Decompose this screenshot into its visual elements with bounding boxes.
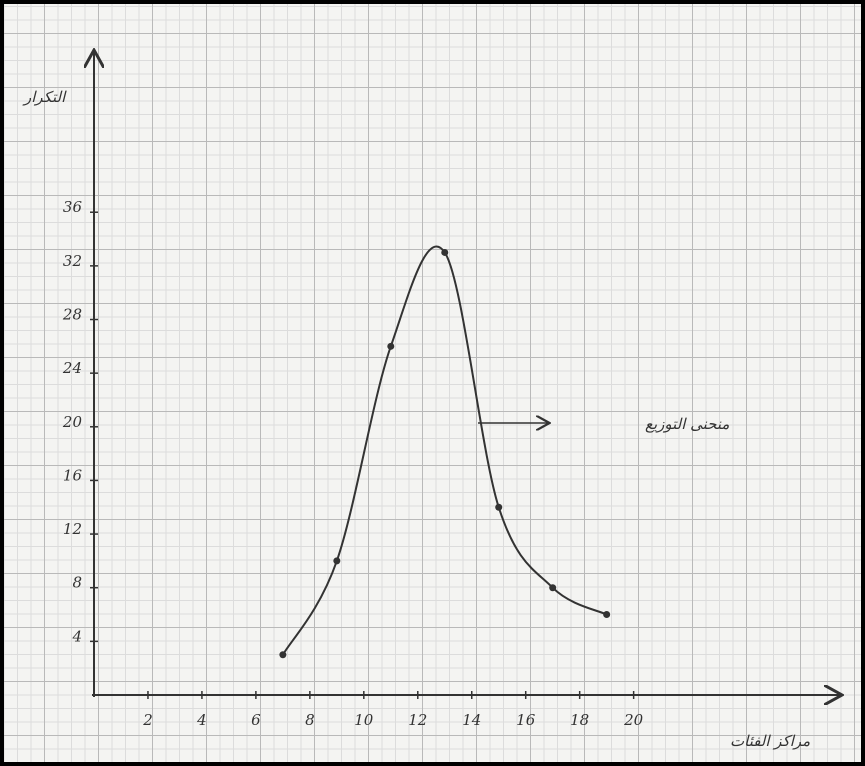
x-tick-label: 20 [623,711,644,729]
chart: التكرار مراكز الفئات منحنى التوزيع 4 8 12 1… [0,0,865,766]
y-tick-label: 16 [63,466,83,484]
x-tick-label: 2 [142,711,153,729]
x-tick-label: 12 [408,711,427,729]
x-tick-label: 18 [570,711,589,729]
y-tick-label: 24 [62,359,82,377]
x-tick-label: 14 [462,711,481,729]
x-tick-label: 16 [516,711,536,729]
y-tick-label: 28 [62,306,82,324]
annotation: منحنى التوزيع [645,415,729,433]
x-axis-label: مراكز الفئات [730,732,810,750]
point [441,249,448,256]
point [387,343,394,350]
y-tick-label: 36 [63,198,83,216]
x-tick-label: 8 [305,711,315,729]
curve [283,246,607,654]
point [549,584,556,591]
x-tick-label: 10 [354,711,374,729]
y-tick-label: 8 [72,574,82,592]
point [279,651,286,658]
y-axis-label: التكرار [22,88,67,106]
point [495,504,502,511]
y-tick-label: 32 [63,252,82,270]
point [333,557,340,564]
point [603,611,610,618]
y-tick-label: 20 [62,413,83,431]
y-tick-label: 4 [71,627,82,645]
y-tick-label: 12 [63,520,82,538]
x-tick-label: 4 [196,711,207,729]
x-tick-label: 6 [251,711,261,729]
